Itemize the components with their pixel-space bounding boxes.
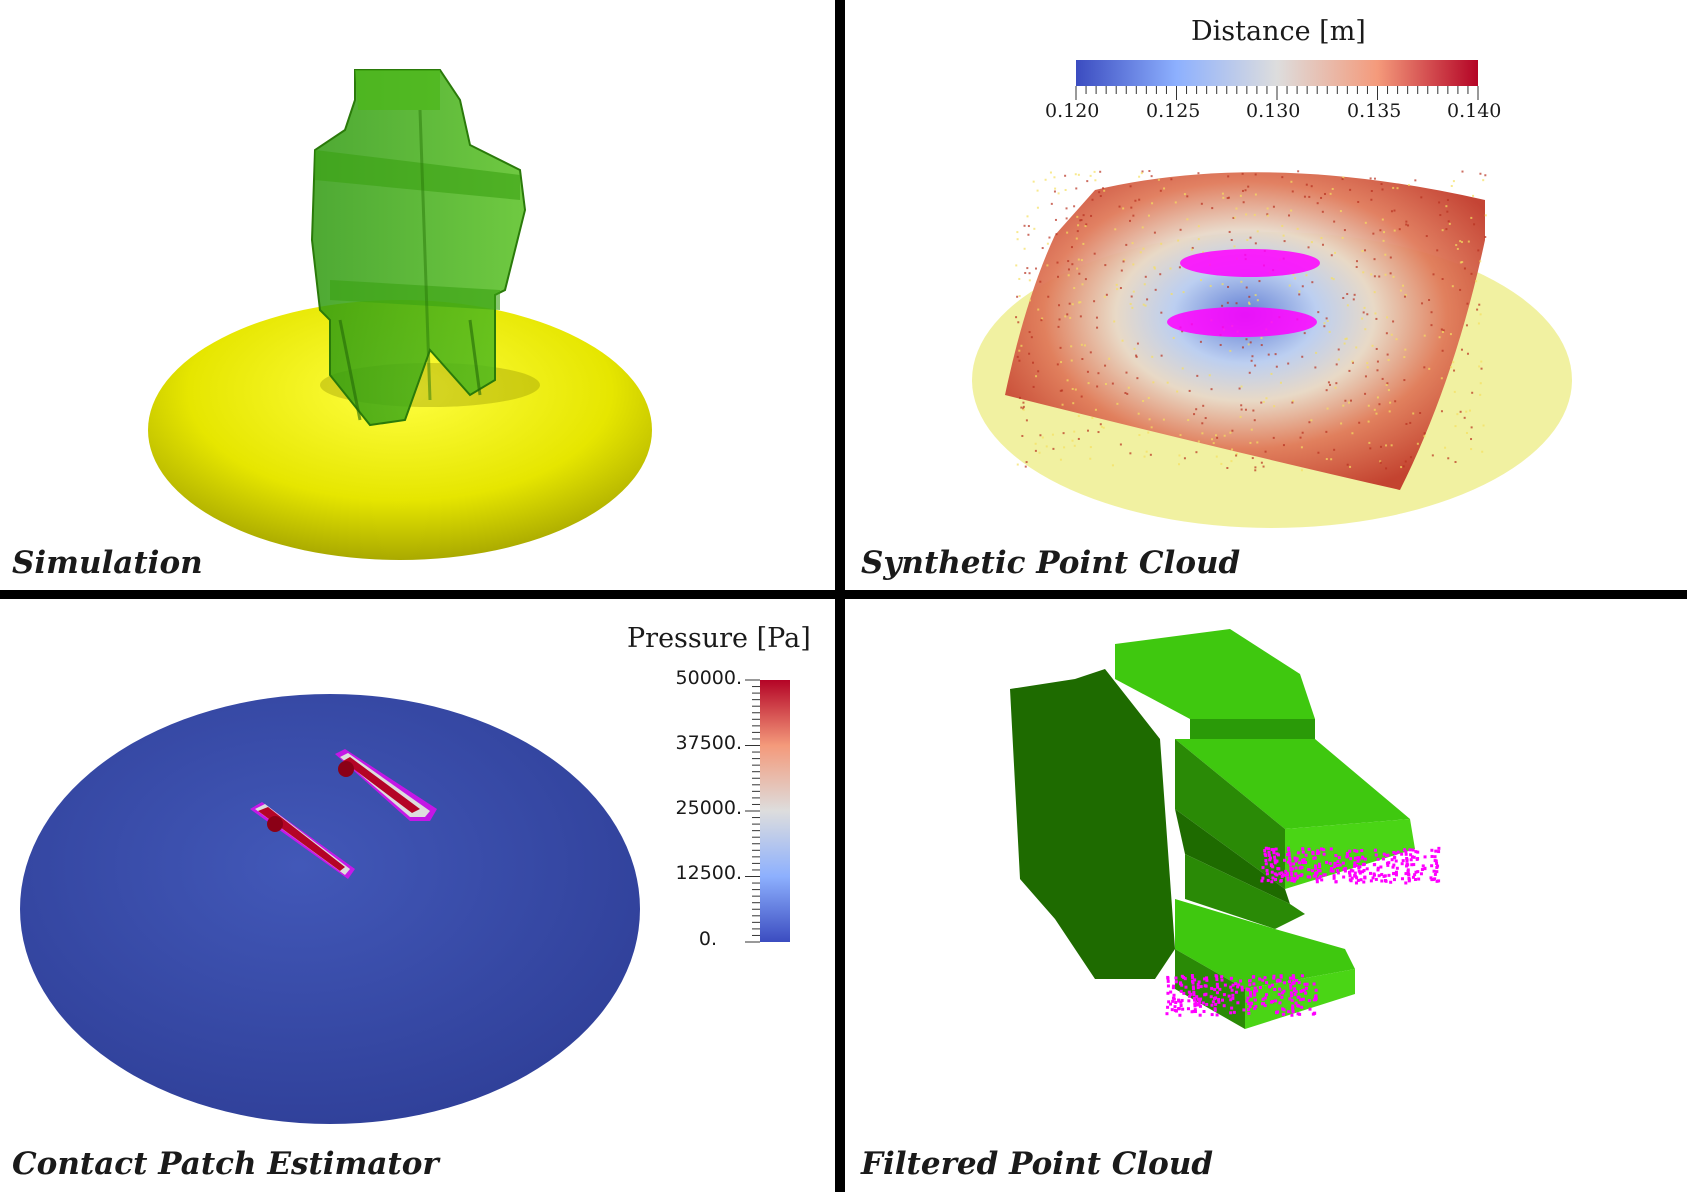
pressure-tick-label: 25000. [675, 797, 742, 819]
pressure-tick-label: 37500. [675, 732, 742, 754]
filtered-render [1010, 629, 1441, 1029]
horizontal-divider [0, 590, 1687, 599]
caption-contact-patch-estimator: Contact Patch Estimator [12, 1146, 439, 1182]
simulation-render [148, 69, 652, 560]
panel-simulation: Simulation [0, 0, 835, 590]
contact-patch-rear [335, 749, 437, 821]
panel-contact-patch-estimator: Pressure [Pa] 50000. 37500. 25000. 12500… [0, 599, 835, 1192]
pressure-tick-label: 0. [698, 928, 717, 950]
deformed-surface [148, 300, 652, 560]
distance-tick-label: 0.140 [1447, 100, 1502, 122]
panel-filtered-point-cloud: Filtered Point Cloud [845, 599, 1687, 1192]
distance-colorbar-title: Distance [m] [1191, 16, 1366, 47]
caption-filtered-point-cloud: Filtered Point Cloud [861, 1146, 1214, 1182]
pressure-render [20, 679, 790, 1124]
synthetic-render [972, 60, 1572, 528]
pressure-colorbar [760, 680, 790, 942]
panel-synthetic-point-cloud: Distance [m] 0.120 0.125 [845, 0, 1687, 590]
tire-body [310, 69, 527, 427]
distance-tick-label: 0.130 [1246, 100, 1301, 122]
pressure-tick-label: 12500. [675, 862, 742, 884]
distance-tick-label: 0.125 [1146, 100, 1201, 122]
pressure-surface [20, 694, 640, 1124]
contact-patch-front [250, 802, 355, 879]
pressure-tick-label: 50000. [675, 667, 742, 689]
distance-tick-label: 0.120 [1045, 100, 1100, 122]
distance-tick-label: 0.135 [1347, 100, 1402, 122]
distance-colorbar [1076, 60, 1478, 86]
tire-body-filtered [1010, 629, 1415, 1029]
filtered-points [1165, 846, 1441, 1017]
pressure-colorbar-title: Pressure [Pa] [627, 623, 811, 654]
caption-synthetic-point-cloud: Synthetic Point Cloud [861, 545, 1241, 581]
caption-simulation: Simulation [12, 545, 203, 581]
